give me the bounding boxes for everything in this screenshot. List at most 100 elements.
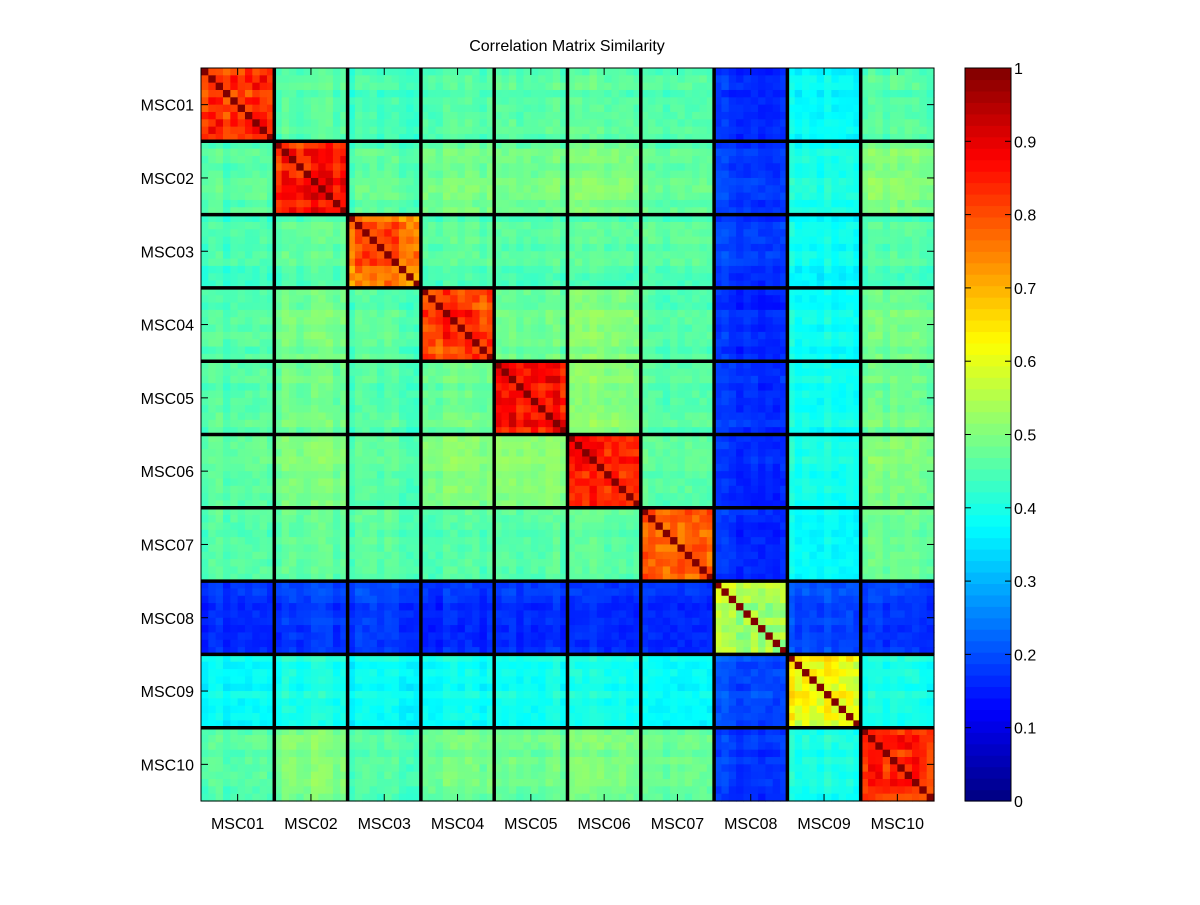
heatmap-cell <box>281 75 290 84</box>
heatmap-cell <box>868 309 876 318</box>
heatmap-cell <box>369 236 378 245</box>
heatmap-cell <box>574 397 583 406</box>
heatmap-cell <box>384 141 393 150</box>
heatmap-cell <box>296 185 305 194</box>
heatmap-cell <box>318 280 327 289</box>
heatmap-cell <box>494 199 503 208</box>
heatmap-cell <box>486 126 495 135</box>
heatmap-cell <box>838 104 847 113</box>
heatmap-cell <box>464 375 473 384</box>
heatmap-cell <box>868 104 876 113</box>
heatmap-cell <box>538 383 547 392</box>
heatmap-cell <box>274 236 283 245</box>
heatmap-cell <box>596 309 605 318</box>
heatmap-cell <box>288 280 297 289</box>
heatmap-cell <box>296 346 305 355</box>
heatmap-cell <box>618 273 627 282</box>
heatmap-cell <box>508 192 517 201</box>
heatmap-cell <box>538 295 547 304</box>
heatmap-cell <box>538 148 547 157</box>
heatmap-cell <box>648 185 657 194</box>
heatmap-cell <box>662 141 671 150</box>
heatmap-cell <box>677 368 686 377</box>
heatmap-cell <box>332 133 341 142</box>
heatmap-cell <box>589 221 598 230</box>
heatmap-cell <box>721 287 730 296</box>
heatmap-cell <box>516 317 525 326</box>
heatmap-cell <box>626 346 635 355</box>
heatmap-cell <box>428 199 437 208</box>
heatmap-cell <box>362 302 371 311</box>
heatmap-cell <box>376 339 385 348</box>
heatmap-cell <box>648 104 657 113</box>
heatmap-cell <box>201 221 209 230</box>
heatmap-cell <box>208 133 217 142</box>
heatmap-cell <box>237 390 246 399</box>
heatmap-cell <box>281 280 290 289</box>
heatmap-cell <box>252 331 261 340</box>
heatmap-cell <box>508 119 517 128</box>
heatmap-cell <box>794 295 803 304</box>
heatmap-cell <box>545 317 554 326</box>
heatmap-cell <box>611 353 620 362</box>
heatmap-cell <box>706 427 715 436</box>
heatmap-cell <box>310 361 319 370</box>
heatmap-cell <box>252 111 261 120</box>
heatmap-cell <box>897 265 906 274</box>
heatmap-cell <box>384 339 393 348</box>
heatmap-cell <box>413 390 422 399</box>
heatmap-cell <box>758 214 767 223</box>
heatmap-cell <box>281 258 290 267</box>
heatmap-cell <box>560 419 569 428</box>
heatmap-cell <box>494 75 503 84</box>
heatmap-cell <box>318 361 327 370</box>
heatmap-cell <box>406 82 415 91</box>
heatmap-cell <box>237 339 246 348</box>
heatmap-cell <box>765 383 774 392</box>
heatmap-cell <box>420 236 429 245</box>
heatmap-cell <box>464 236 473 245</box>
heatmap-cell <box>310 265 319 274</box>
heatmap-cell <box>472 243 481 252</box>
heatmap-cell <box>472 302 481 311</box>
heatmap-cell <box>714 412 723 421</box>
heatmap-cell <box>318 192 327 201</box>
heatmap-cell <box>736 97 745 106</box>
heatmap-cell <box>545 119 554 128</box>
heatmap-cell <box>846 104 854 113</box>
heatmap-cell <box>508 126 517 135</box>
heatmap-cell <box>670 141 679 150</box>
heatmap-cell <box>486 163 495 172</box>
heatmap-cell <box>398 265 407 274</box>
heatmap-cell <box>589 243 598 252</box>
heatmap-cell <box>222 258 231 267</box>
heatmap-cell <box>706 199 715 208</box>
heatmap-cell <box>435 375 444 384</box>
heatmap-cell <box>626 412 635 421</box>
heatmap-cell <box>728 295 737 304</box>
heatmap-cell <box>853 148 862 157</box>
heatmap-cell <box>787 317 796 326</box>
heatmap-cell <box>758 339 767 348</box>
heatmap-cell <box>479 214 488 223</box>
heatmap-cell <box>714 361 723 370</box>
heatmap-cell <box>824 163 832 172</box>
heatmap-cell <box>252 397 261 406</box>
heatmap-cell <box>472 221 481 230</box>
heatmap-cell <box>904 273 913 282</box>
heatmap-cell <box>838 346 847 355</box>
heatmap-cell <box>875 375 884 384</box>
heatmap-cell <box>912 273 920 282</box>
heatmap-cell <box>222 221 231 230</box>
heatmap-cell <box>281 397 290 406</box>
heatmap-cell <box>501 273 510 282</box>
heatmap-cell <box>244 82 253 91</box>
heatmap-cell <box>310 229 319 238</box>
heatmap-cell <box>252 133 261 142</box>
heatmap-cell <box>486 148 495 157</box>
heatmap-cell <box>281 302 290 311</box>
heatmap-cell <box>208 214 217 223</box>
heatmap-cell <box>890 280 898 289</box>
heatmap-cell <box>354 397 363 406</box>
heatmap-cell <box>420 68 429 76</box>
